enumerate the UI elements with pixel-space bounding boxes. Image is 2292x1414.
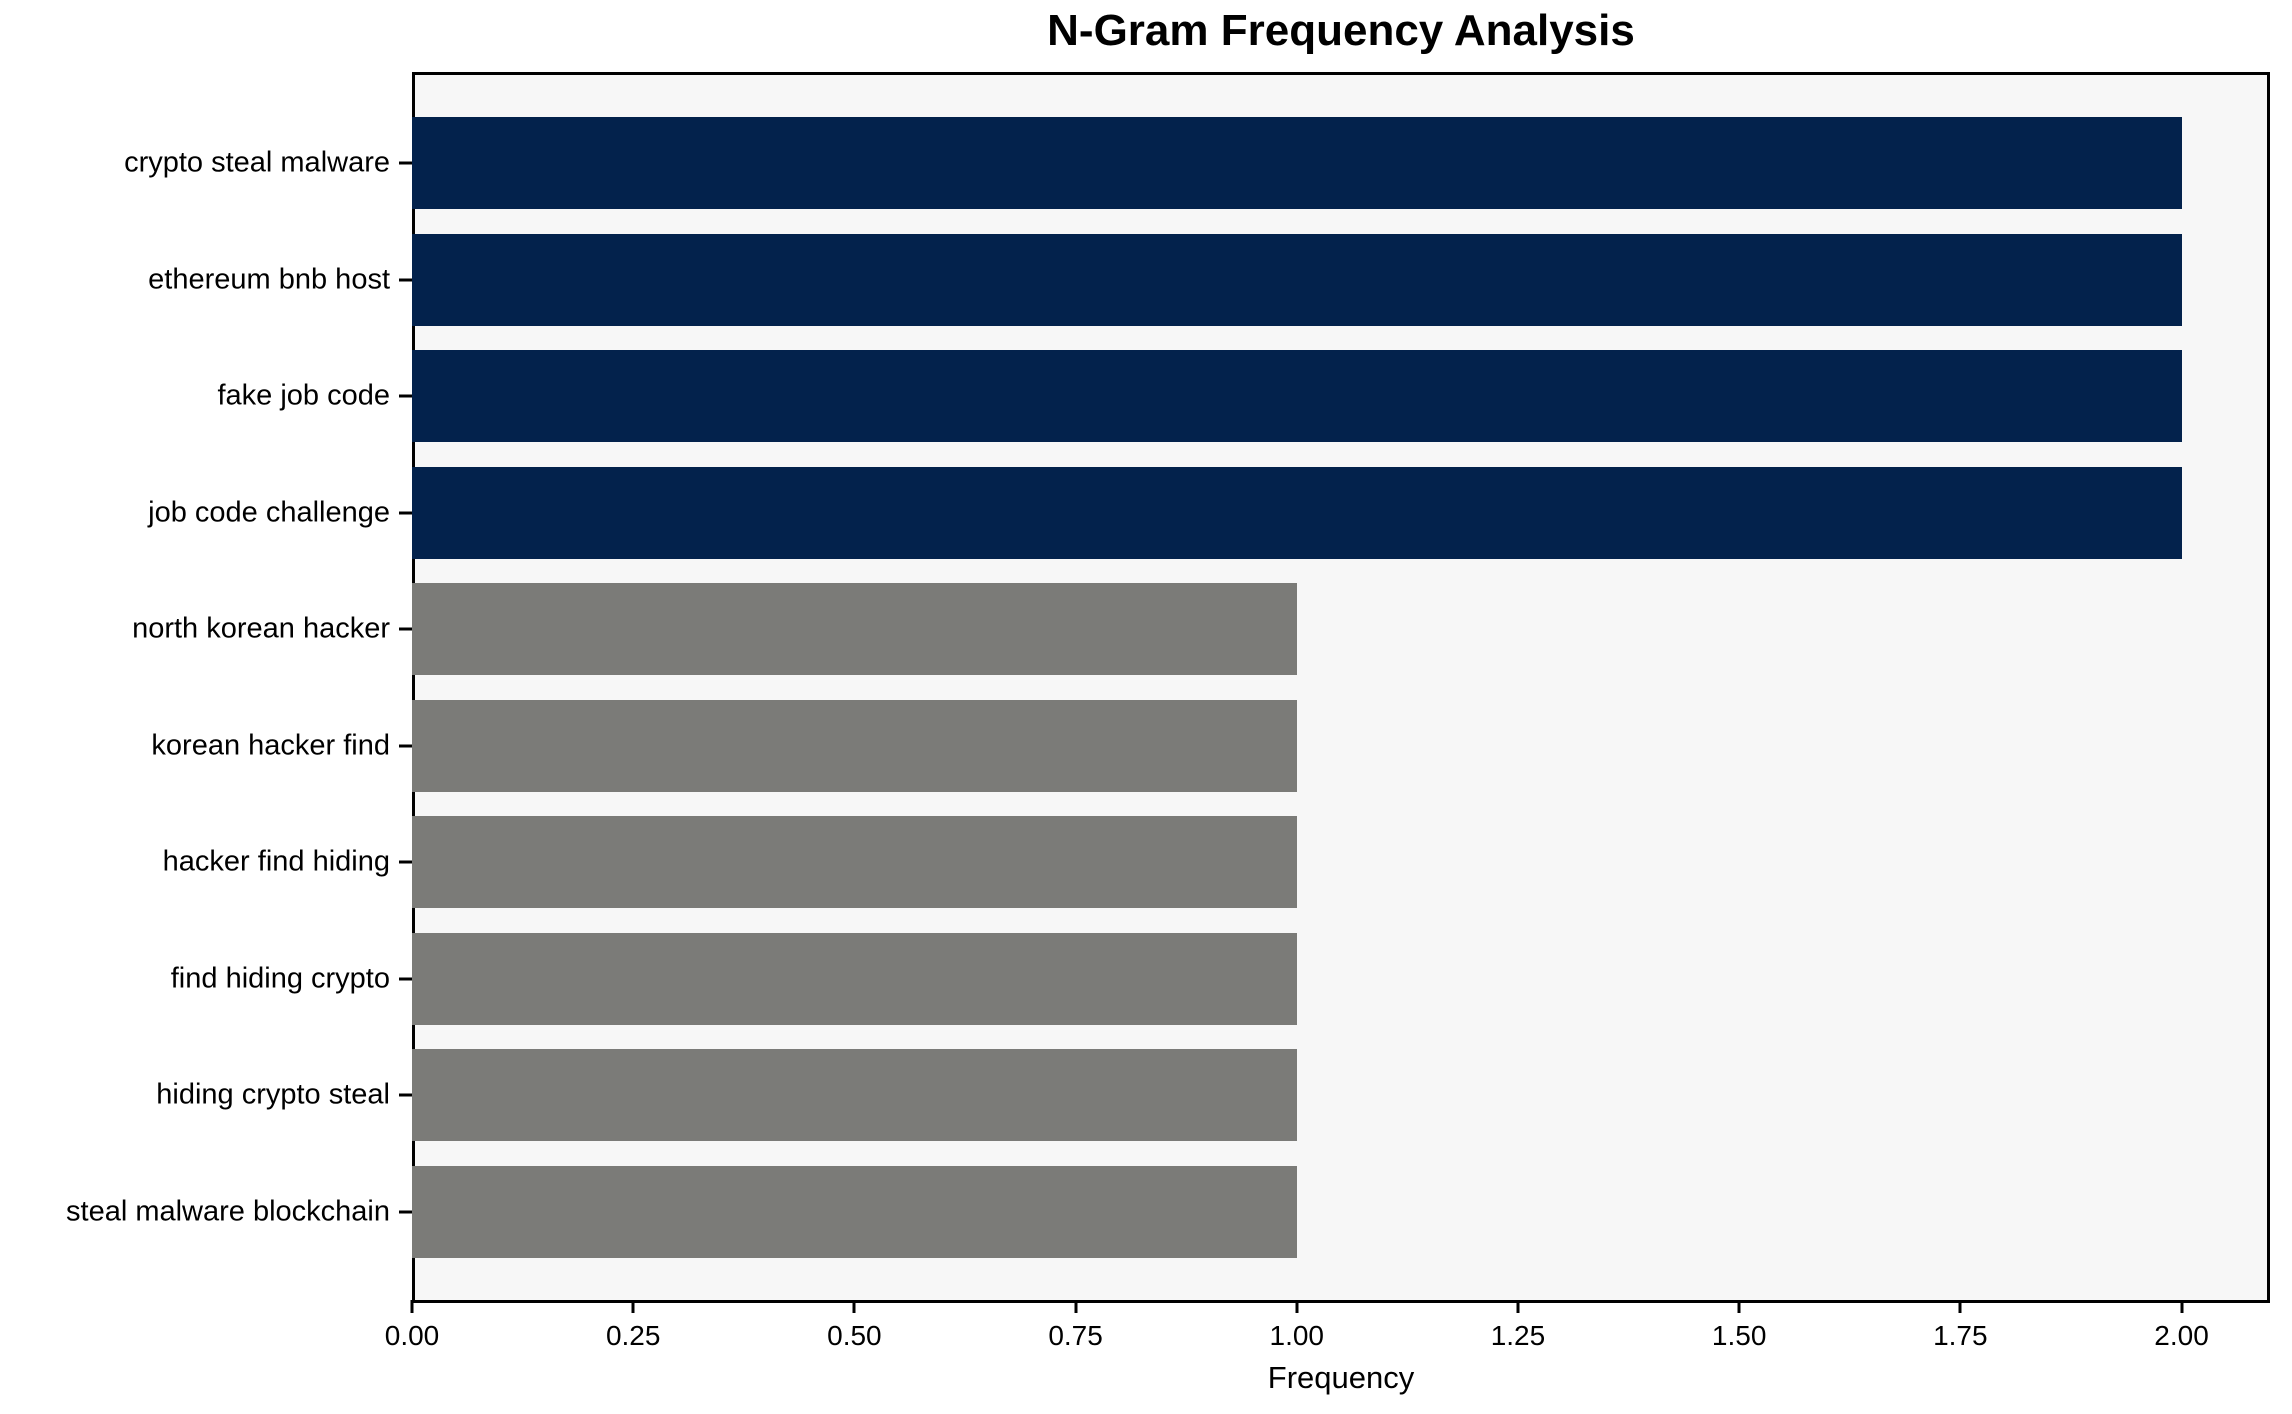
y-tick-label: north korean hacker bbox=[132, 612, 390, 645]
y-tick-mark bbox=[399, 977, 412, 981]
plot-area: crypto steal malware ethereum bnb host fak… bbox=[66, 72, 2270, 1351]
x-tick-mark bbox=[1295, 1300, 1299, 1313]
bar-row: korean hacker find bbox=[151, 699, 2270, 792]
y-tick-mark bbox=[399, 744, 412, 748]
bar bbox=[412, 1165, 1297, 1258]
bar bbox=[412, 583, 1297, 676]
bar-row: job code challenge bbox=[148, 466, 2270, 559]
x-tick-mark bbox=[1737, 1300, 1741, 1313]
x-tick-mark bbox=[1074, 1300, 1078, 1313]
x-tick-mark bbox=[1516, 1300, 1520, 1313]
x-tick-label: 0.50 bbox=[827, 1320, 882, 1351]
bar bbox=[412, 117, 2182, 209]
x-tick-label: 0.25 bbox=[605, 1320, 661, 1351]
x-tick-label: 0.75 bbox=[1048, 1320, 1103, 1351]
y-tick-mark bbox=[399, 627, 412, 631]
y-tick-label: steal malware blockchain bbox=[66, 1195, 390, 1228]
y-tick-label: hacker find hiding bbox=[162, 845, 390, 878]
bar-row: fake job code bbox=[217, 350, 2270, 443]
y-tick-mark bbox=[399, 860, 412, 864]
bar-row: crypto steal malware bbox=[124, 117, 2270, 209]
y-tick-mark bbox=[399, 278, 412, 282]
y-tick-mark bbox=[399, 511, 412, 515]
x-axis: 0.00 0.25 0.50 0.75 1.00 1.25 1.50 1.75 2.00 bbox=[385, 1300, 2270, 1370]
x-tick-label: 1.00 bbox=[1269, 1320, 1325, 1351]
x-tick-mark bbox=[410, 1300, 414, 1313]
x-axis-title: Frequency bbox=[1267, 1360, 1415, 1395]
bar bbox=[412, 816, 1297, 909]
x-tick-label: 1.50 bbox=[1711, 1320, 1767, 1351]
bars-container: crypto steal malware ethereum bnb host fak… bbox=[66, 72, 2270, 1303]
y-tick-label: ethereum bnb host bbox=[148, 263, 390, 296]
x-tick-label: 1.75 bbox=[1933, 1320, 1988, 1351]
y-tick-mark bbox=[399, 161, 412, 165]
x-tick-label: 2.00 bbox=[2154, 1320, 2209, 1351]
bar bbox=[412, 350, 2182, 443]
bar-row: find hiding crypto bbox=[171, 932, 2270, 1025]
bar-row: steal malware blockchain bbox=[66, 1165, 2270, 1258]
y-tick-label: find hiding crypto bbox=[170, 962, 390, 995]
x-tick-mark bbox=[852, 1300, 856, 1313]
bar bbox=[412, 1049, 1297, 1142]
y-tick-mark bbox=[399, 394, 412, 398]
x-tick-label: 1.25 bbox=[1490, 1320, 1546, 1351]
y-tick-label: korean hacker find bbox=[151, 729, 390, 762]
bar-row: north korean hacker bbox=[132, 583, 2270, 676]
y-tick-label: job code challenge bbox=[148, 496, 390, 529]
y-tick-label: hiding crypto steal bbox=[156, 1078, 390, 1111]
y-tick-label: crypto steal malware bbox=[124, 146, 390, 179]
y-tick-mark bbox=[399, 1210, 412, 1214]
bar-row: hiding crypto steal bbox=[156, 1049, 2270, 1142]
chart-title: N-Gram Frequency Analysis bbox=[1047, 6, 1635, 55]
bar bbox=[412, 466, 2182, 559]
x-tick-label: 0.00 bbox=[384, 1320, 440, 1351]
x-tick-mark bbox=[1958, 1300, 1962, 1313]
x-tick-mark bbox=[2180, 1300, 2184, 1313]
x-tick-mark bbox=[631, 1300, 635, 1313]
bar bbox=[412, 699, 1297, 792]
bar-row: hacker find hiding bbox=[163, 816, 2270, 909]
y-tick-label: fake job code bbox=[217, 379, 390, 412]
bar bbox=[412, 932, 1297, 1025]
y-tick-mark bbox=[399, 1093, 412, 1097]
bar bbox=[412, 233, 2182, 326]
bar-row: ethereum bnb host bbox=[148, 233, 2270, 326]
